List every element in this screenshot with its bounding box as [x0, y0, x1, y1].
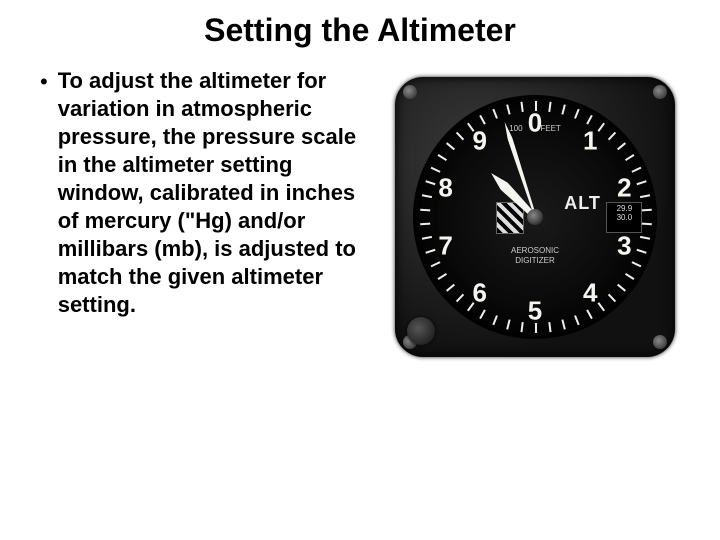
dial-numeral: 2	[617, 172, 631, 203]
dial-tick	[642, 209, 652, 212]
dial-tick	[548, 102, 551, 112]
dial-tick	[640, 194, 650, 198]
dial-tick	[492, 315, 498, 325]
dial-tick	[420, 209, 430, 212]
brand-line1: AEROSONIC	[511, 246, 559, 255]
dial-tick	[431, 167, 441, 173]
dial-tick	[637, 180, 647, 185]
dial-numeral: 0	[528, 108, 542, 139]
brand-label: AEROSONIC DIGITIZER	[511, 246, 559, 266]
altimeter-gauge: 100 FEET ALT AEROSONIC DIGITIZER 29.9 30…	[395, 77, 675, 357]
dial-tick	[637, 249, 647, 254]
dial-tick	[642, 223, 652, 226]
dial-tick	[446, 284, 455, 292]
dial-tick	[479, 115, 486, 125]
dial-tick	[520, 102, 523, 112]
dial-tick	[431, 261, 441, 267]
dial-tick	[608, 132, 616, 141]
dial-tick	[425, 249, 435, 254]
dial-tick	[617, 284, 626, 292]
dial-tick	[631, 261, 641, 267]
slide-title: Setting the Altimeter	[0, 0, 720, 57]
dial-numeral: 3	[617, 231, 631, 262]
dial-tick	[438, 154, 448, 161]
content-row: • To adjust the altimeter for variation …	[0, 57, 720, 357]
dial-tick	[506, 319, 510, 329]
dial-tick	[597, 302, 604, 311]
dial-tick	[438, 273, 448, 280]
image-column: 100 FEET ALT AEROSONIC DIGITIZER 29.9 30…	[370, 67, 700, 357]
dial-tick	[586, 115, 593, 125]
dial-tick	[625, 154, 635, 161]
dial-tick	[479, 309, 486, 319]
bullet-marker: •	[40, 67, 48, 97]
kollsman-window: 29.9 30.0	[606, 202, 642, 233]
slide: Setting the Altimeter • To adjust the al…	[0, 0, 720, 540]
dial-tick	[492, 109, 498, 119]
dial-tick	[456, 132, 464, 141]
kollsman-value: 29.9	[607, 204, 641, 213]
screw-icon	[403, 85, 417, 99]
alt-label: ALT	[564, 193, 601, 214]
adjust-knob-icon	[407, 317, 435, 345]
dial-tick	[561, 319, 565, 329]
dial-numeral: 1	[583, 125, 597, 156]
dial-tick	[597, 123, 604, 132]
dial-tick	[520, 322, 523, 332]
dial-tick	[456, 294, 464, 303]
gauge-dial: 100 FEET ALT AEROSONIC DIGITIZER 29.9 30…	[413, 95, 657, 339]
dial-tick	[625, 273, 635, 280]
dial-tick	[535, 101, 537, 111]
dial-tick	[608, 294, 616, 303]
scale-right: FEET	[540, 124, 560, 133]
needle-hub-icon	[527, 209, 543, 225]
dial-tick	[586, 309, 593, 319]
dial-tick	[631, 167, 641, 173]
dial-tick	[574, 315, 580, 325]
dial-tick	[446, 142, 455, 150]
dial-tick	[422, 236, 432, 240]
dial-tick	[422, 194, 432, 198]
bullet-item: • To adjust the altimeter for variation …	[40, 67, 370, 319]
dial-tick	[574, 109, 580, 119]
dial-tick	[425, 180, 435, 185]
dial-tick	[506, 104, 510, 114]
dial-tick	[561, 104, 565, 114]
scale-left: 100	[509, 124, 522, 133]
dial-tick	[640, 236, 650, 240]
brand-line2: DIGITIZER	[515, 256, 555, 265]
bullet-column: • To adjust the altimeter for variation …	[40, 67, 370, 357]
dial-numeral: 7	[438, 231, 452, 262]
kollsman-value: 30.0	[607, 213, 641, 222]
screw-icon	[653, 85, 667, 99]
dial-tick	[617, 142, 626, 150]
dial-numeral: 4	[583, 278, 597, 309]
hatched-flag-icon	[496, 202, 524, 234]
dial-tick	[420, 223, 430, 226]
bullet-text: To adjust the altimeter for variation in…	[58, 67, 370, 319]
dial-tick	[548, 322, 551, 332]
dial-tick	[535, 323, 537, 333]
dial-numeral: 6	[473, 278, 487, 309]
dial-numeral: 5	[528, 296, 542, 327]
screw-icon	[653, 335, 667, 349]
dial-numeral: 8	[438, 172, 452, 203]
